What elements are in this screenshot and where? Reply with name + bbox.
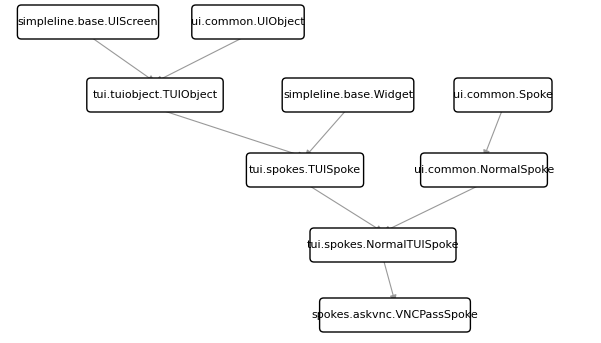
Text: tui.spokes.TUISpoke: tui.spokes.TUISpoke [249, 165, 361, 175]
Text: ui.common.UIObject: ui.common.UIObject [191, 17, 305, 27]
Text: tui.spokes.NormalTUISpoke: tui.spokes.NormalTUISpoke [307, 240, 459, 250]
FancyBboxPatch shape [246, 153, 364, 187]
Text: simpleline.base.Widget: simpleline.base.Widget [283, 90, 413, 100]
Text: simpleline.base.UIScreen: simpleline.base.UIScreen [17, 17, 158, 27]
FancyBboxPatch shape [454, 78, 552, 112]
FancyBboxPatch shape [421, 153, 548, 187]
FancyBboxPatch shape [17, 5, 159, 39]
FancyBboxPatch shape [310, 228, 456, 262]
Text: spokes.askvnc.VNCPassSpoke: spokes.askvnc.VNCPassSpoke [312, 310, 478, 320]
FancyBboxPatch shape [192, 5, 304, 39]
Text: tui.tuiobject.TUIObject: tui.tuiobject.TUIObject [93, 90, 218, 100]
FancyBboxPatch shape [87, 78, 223, 112]
FancyBboxPatch shape [320, 298, 471, 332]
FancyBboxPatch shape [282, 78, 414, 112]
Text: ui.common.Spoke: ui.common.Spoke [453, 90, 553, 100]
Text: ui.common.NormalSpoke: ui.common.NormalSpoke [414, 165, 554, 175]
